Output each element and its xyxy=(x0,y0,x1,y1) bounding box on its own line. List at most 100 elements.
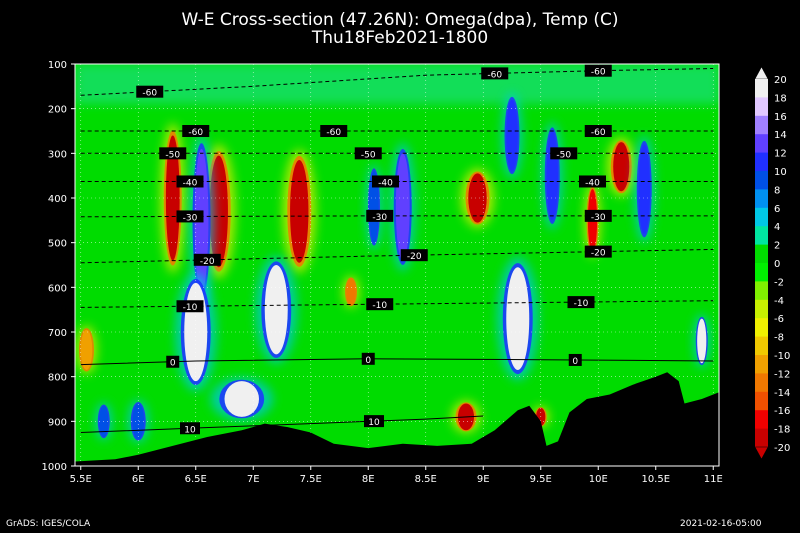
colorbar-swatch xyxy=(755,244,768,264)
x-tick-label: 6E xyxy=(132,474,145,485)
x-tick-label: 10E xyxy=(589,474,608,485)
isotherm-label-bg xyxy=(584,245,612,258)
isotherm-line xyxy=(80,415,484,433)
omega-cell xyxy=(546,131,558,221)
colorbar-label: 18 xyxy=(774,93,787,104)
x-tick-label: 8E xyxy=(362,474,375,485)
colorbar-swatch xyxy=(755,263,768,282)
omega-cell xyxy=(506,267,530,370)
isotherm-label-bg xyxy=(361,352,375,365)
isotherm-label-bg xyxy=(354,147,382,160)
omega-cell xyxy=(468,173,487,223)
x-tick-label: 5.5E xyxy=(70,474,92,485)
isotherm-label-bg xyxy=(159,147,187,160)
isotherm-label: -60 xyxy=(591,68,606,78)
colorbar-label: -16 xyxy=(774,406,790,417)
x-tick-label: 7.5E xyxy=(300,474,322,485)
colorbar-label: 20 xyxy=(774,75,787,86)
colorbar-label: -12 xyxy=(774,369,790,380)
isotherm-label: -20 xyxy=(591,249,606,259)
colorbar-swatch xyxy=(755,79,768,98)
isotherm-label-bg xyxy=(579,175,606,188)
isotherm-label: -40 xyxy=(585,178,600,188)
isotherm-label: 10 xyxy=(368,418,380,428)
omega-cell xyxy=(264,265,288,355)
isotherm-label: -60 xyxy=(188,128,203,138)
omega-cell xyxy=(290,160,309,263)
omega-cell xyxy=(80,329,93,370)
colorbar-swatch xyxy=(755,97,768,117)
colorbar-label: -4 xyxy=(774,296,784,307)
chart-title: W-E Cross-section (47.26N): Omega(dpa), … xyxy=(181,10,619,30)
isotherm-label: -10 xyxy=(574,299,589,309)
omega-cell xyxy=(209,155,228,268)
colorbar-label: -8 xyxy=(774,333,784,344)
y-tick-label: 300 xyxy=(48,149,67,160)
x-tick-label: 9E xyxy=(477,474,490,485)
colorbar-swatch xyxy=(755,171,768,190)
isotherm-label-bg xyxy=(364,415,384,428)
isotherm-label: -30 xyxy=(591,213,606,223)
colorbar-label: 10 xyxy=(774,167,787,178)
colorbar-swatch xyxy=(755,391,768,411)
colorbar-label: 14 xyxy=(774,130,787,141)
colorbar-label: -14 xyxy=(774,388,790,399)
colorbar-label: -18 xyxy=(774,425,790,436)
isotherm-label-bg xyxy=(176,300,204,313)
colorbar-label: -2 xyxy=(774,277,784,288)
footer-timestamp: 2021-02-16-05:00 xyxy=(680,519,762,529)
colorbar-swatch xyxy=(755,152,768,172)
y-tick-label: 500 xyxy=(48,239,67,250)
isotherm-label: -50 xyxy=(165,150,180,160)
colorbar-swatch xyxy=(755,189,768,209)
colorbar-swatch xyxy=(755,318,768,338)
colorbar-label: 16 xyxy=(774,112,787,123)
colorbar-top-arrow xyxy=(754,66,769,80)
y-tick-label: 100 xyxy=(48,60,67,71)
isotherm-label: 0 xyxy=(572,357,578,367)
omega-cell xyxy=(638,144,650,234)
omega-cell xyxy=(395,153,410,261)
colorbar-swatch xyxy=(755,373,768,393)
colorbar-label: -6 xyxy=(774,314,784,325)
isotherm-label-bg xyxy=(400,249,428,262)
omega-cell xyxy=(346,278,356,306)
isotherm-label: 0 xyxy=(365,356,371,366)
isotherm-label-bg xyxy=(584,64,612,77)
isotherm-label: -20 xyxy=(407,252,422,262)
colorbar-label: 4 xyxy=(774,222,780,233)
chart-subtitle: Thu18Feb2021-1800 xyxy=(311,28,489,48)
isotherm-label-bg xyxy=(567,296,595,309)
isotherm-label-bg xyxy=(372,175,399,188)
colorbar-label: -10 xyxy=(774,351,790,362)
colorbar-swatch xyxy=(755,336,768,356)
isotherm-label: -50 xyxy=(361,150,376,160)
y-tick-label: 700 xyxy=(48,328,67,339)
colorbar-label: -20 xyxy=(774,443,790,454)
colorbar-swatch xyxy=(755,428,768,448)
colorbar-label: 6 xyxy=(774,204,780,215)
x-tick-label: 9.5E xyxy=(530,474,552,485)
colorbar-swatch xyxy=(755,207,768,227)
x-tick-label: 6.5E xyxy=(185,474,207,485)
x-tick-label: 10.5E xyxy=(641,474,670,485)
omega-cell xyxy=(165,135,180,261)
isotherm-label-bg xyxy=(193,253,221,266)
colorbar-label: 2 xyxy=(774,241,780,252)
isotherm-label: -10 xyxy=(183,303,198,313)
isotherm-label-bg xyxy=(366,298,394,311)
colorbar-label: 12 xyxy=(774,149,787,160)
omega-cell xyxy=(224,381,259,417)
isotherm-label: -10 xyxy=(372,301,387,311)
y-tick-label: 600 xyxy=(48,283,67,294)
isotherm-label-bg xyxy=(550,147,578,160)
x-tick-label: 7E xyxy=(247,474,260,485)
colorbar-swatch xyxy=(755,226,768,246)
isotherm-label-bg xyxy=(320,125,348,137)
colorbar-label: 0 xyxy=(774,259,780,270)
omega-cell xyxy=(613,142,630,192)
omega-cell xyxy=(369,171,379,243)
colorbar-bottom-arrow xyxy=(754,446,769,460)
isotherm-label: -40 xyxy=(183,178,198,188)
isotherm-label-bg xyxy=(176,175,204,188)
